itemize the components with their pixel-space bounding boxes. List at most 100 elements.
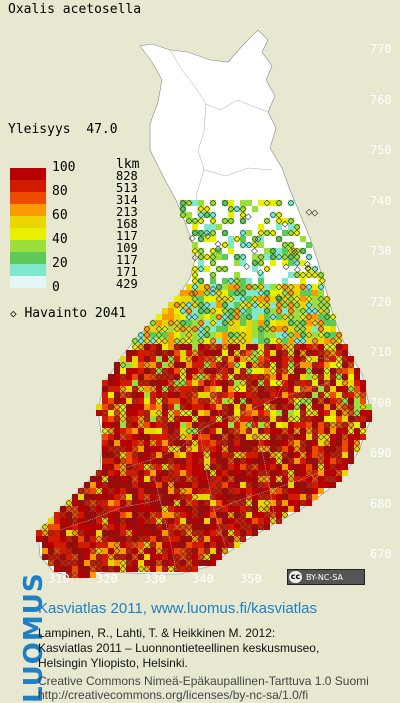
observation-diamond: [293, 433, 301, 441]
grid-cell: [288, 380, 294, 386]
grid-cell: [174, 554, 180, 560]
grid-cell: [342, 362, 348, 368]
grid-cell: [216, 398, 222, 404]
grid-cell: [150, 332, 156, 338]
observation-diamond: [119, 373, 127, 381]
grid-cell: [192, 290, 198, 296]
grid-cell: [282, 278, 288, 284]
observation-diamond: [137, 439, 145, 447]
grid-cell: [108, 524, 114, 530]
grid-cell: [126, 380, 132, 386]
observation-diamond: [137, 451, 145, 459]
grid-cell: [252, 260, 258, 266]
grid-cell: [192, 308, 198, 314]
grid-cell: [240, 242, 246, 248]
grid-cell: [54, 560, 60, 566]
atlas-title-link[interactable]: Kasviatlas 2011, www.luomus.fi/kasviatla…: [38, 600, 318, 617]
observation-diamond: [329, 451, 337, 459]
grid-cell: [144, 380, 150, 386]
grid-cell: [312, 308, 318, 314]
grid-cell: [354, 434, 360, 440]
observation-diamond: [155, 559, 163, 567]
grid-cell: [150, 530, 156, 536]
grid-cell: [138, 350, 144, 356]
observation-diamond: [263, 199, 271, 207]
grid-cell: [276, 338, 282, 344]
grid-cell: [306, 356, 312, 362]
grid-cell: [156, 398, 162, 404]
grid-cell: [150, 320, 156, 326]
observation-diamond: [209, 217, 217, 225]
grid-cell: [312, 398, 318, 404]
grid-cell: [192, 218, 198, 224]
observation-diamond: [293, 325, 301, 333]
grid-cell: [210, 410, 216, 416]
grid-cell: [336, 374, 342, 380]
grid-cell: [264, 368, 270, 374]
grid-cell: [234, 326, 240, 332]
grid-cell: [204, 362, 210, 368]
grid-cell: [270, 470, 276, 476]
observation-diamond: [233, 481, 241, 489]
grid-cell: [306, 440, 312, 446]
grid-cell: [132, 338, 138, 344]
grid-cell: [132, 554, 138, 560]
grid-cell: [300, 338, 306, 344]
grid-cell: [84, 524, 90, 530]
grid-cell: [198, 200, 204, 206]
grid-cell: [192, 374, 198, 380]
observation-diamond: [251, 301, 259, 309]
grid-cell: [210, 470, 216, 476]
grid-cell: [186, 296, 192, 302]
grid-cell: [222, 404, 228, 410]
grid-cell: [102, 524, 108, 530]
grid-cell: [342, 422, 348, 428]
grid-cell: [138, 332, 144, 338]
grid-cell: [234, 374, 240, 380]
grid-cell: [294, 410, 300, 416]
grid-cell: [198, 386, 204, 392]
grid-cell: [120, 536, 126, 542]
grid-cell: [240, 254, 246, 260]
grid-cell: [162, 506, 168, 512]
observation-diamond: [101, 481, 109, 489]
observation-diamond: [203, 397, 211, 405]
grid-cell: [282, 254, 288, 260]
grid-cell: [216, 350, 222, 356]
grid-cell: [150, 356, 156, 362]
grid-cell: [318, 404, 324, 410]
grid-cell: [180, 374, 186, 380]
y-tick-label: 750: [370, 143, 392, 157]
grid-cell: [330, 368, 336, 374]
grid-cell: [162, 362, 168, 368]
grid-cell: [228, 362, 234, 368]
observation-diamond: [131, 451, 139, 459]
grid-cell: [234, 536, 240, 542]
x-tick-label: 340: [192, 572, 214, 586]
grid-cell: [240, 518, 246, 524]
grid-cell: [198, 476, 204, 482]
grid-cell: [174, 404, 180, 410]
grid-cell: [222, 464, 228, 470]
grid-cell: [120, 374, 126, 380]
grid-cell: [258, 374, 264, 380]
grid-cell: [300, 296, 306, 302]
grid-cell: [222, 356, 228, 362]
grid-cell: [96, 542, 102, 548]
grid-cell: [282, 302, 288, 308]
grid-cell: [132, 464, 138, 470]
observation-diamond: [311, 463, 319, 471]
grid-cell: [270, 488, 276, 494]
grid-cell: [318, 440, 324, 446]
observation-diamond: [167, 517, 175, 525]
grid-cell: [198, 560, 204, 566]
observation-diamond: [83, 535, 91, 543]
grid-cell: [228, 536, 234, 542]
grid-cell: [108, 488, 114, 494]
grid-cell: [252, 266, 258, 272]
grid-cell: [216, 368, 222, 374]
license-url[interactable]: http://creativecommons.org/licenses/by-n…: [38, 688, 309, 702]
grid-cell: [144, 488, 150, 494]
cc-license-badge[interactable]: cc BY-NC-SA: [287, 569, 365, 585]
grid-cell: [360, 404, 366, 410]
